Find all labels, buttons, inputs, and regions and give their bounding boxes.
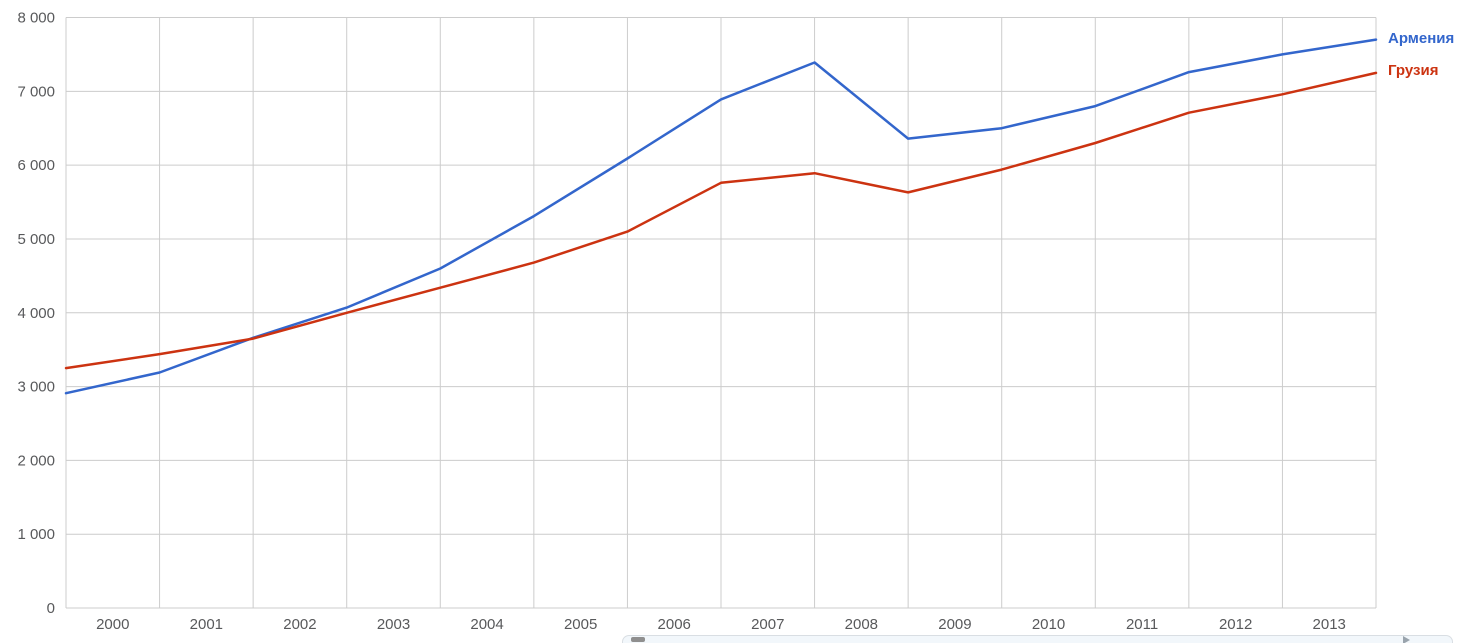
y-tick-label: 8 000	[17, 10, 55, 27]
y-tick-label: 3 000	[17, 379, 55, 396]
x-tick-label: 2008	[845, 616, 878, 633]
y-tick-label: 7 000	[17, 83, 55, 100]
scroll-right-arrow-icon[interactable]	[1403, 636, 1410, 643]
legend-item-armenia: Армения	[1388, 30, 1455, 47]
x-tick-label: 2011	[1126, 616, 1158, 633]
x-tick-label: 2012	[1219, 616, 1252, 633]
x-tick-label: 2001	[190, 616, 223, 633]
x-tick-label: 2013	[1313, 616, 1346, 633]
y-tick-label: 4 000	[17, 305, 55, 322]
x-tick-label: 2000	[96, 616, 129, 633]
series-line-Грузия	[64, 71, 1378, 370]
gridlines	[65, 17, 1377, 609]
x-tick-label: 2005	[564, 616, 597, 633]
x-tick-label: 2006	[658, 616, 691, 633]
x-tick-label: 2003	[377, 616, 410, 633]
x-tick-label: 2002	[283, 616, 316, 633]
x-axis-tick-labels: 2000 2001 2002 2003 2004 2005 2006 2007 2008 2009…	[96, 616, 1346, 633]
scrollbar-thumb[interactable]	[631, 637, 645, 642]
x-tick-label: 2004	[470, 616, 503, 633]
data-series-lines	[64, 38, 1378, 395]
y-tick-label: 6 000	[17, 157, 55, 174]
x-tick-label: 2009	[938, 616, 971, 633]
y-tick-label: 0	[47, 600, 55, 617]
y-axis-tick-labels: 0 1 000 2 000 3 000 4 000 5 000 6 000 7 000 8 00…	[17, 10, 55, 618]
x-tick-label: 2007	[751, 616, 784, 633]
chart-legend: Армения Грузия	[1388, 31, 1473, 95]
x-tick-label: 2010	[1032, 616, 1065, 633]
legend-item-georgia: Грузия	[1388, 62, 1439, 79]
horizontal-scrollbar[interactable]	[622, 635, 1453, 643]
y-tick-label: 5 000	[17, 231, 55, 248]
y-tick-label: 2 000	[17, 452, 55, 469]
y-tick-label: 1 000	[17, 526, 55, 543]
series-line-Армения	[64, 38, 1378, 395]
